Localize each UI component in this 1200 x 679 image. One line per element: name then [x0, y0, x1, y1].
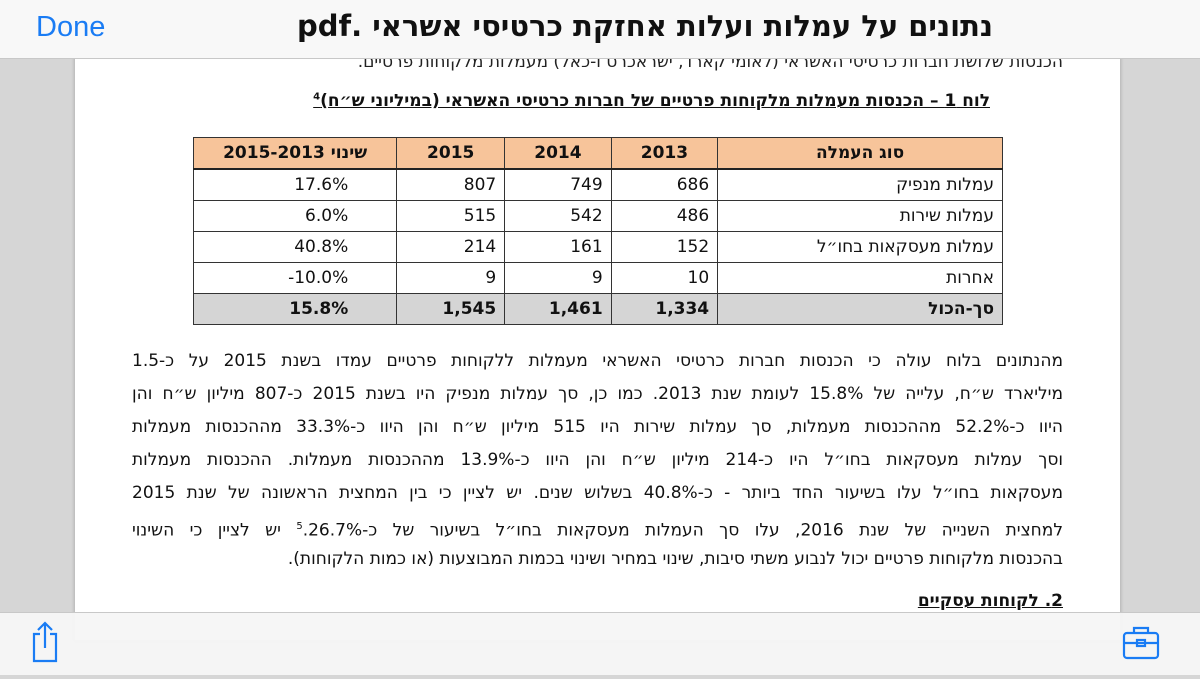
- toolbar: [0, 612, 1200, 675]
- table-row: עמלות מנפיק 686 749 807 17.6%: [192, 168, 1003, 201]
- table-cell: -10.0%: [192, 262, 398, 294]
- table-row: עמלות שירות 486 542 515 6.0%: [192, 200, 1003, 232]
- table-cell: 686: [610, 168, 719, 201]
- table-cell: 6.0%: [192, 200, 398, 232]
- nav-title: נתונים על עמלות ועלות אחזקת כרטיסי אשראי…: [296, 9, 994, 43]
- text-line: היוו כ-52.2% מההכנסות מעמלות, סך עמלות ש…: [132, 417, 1063, 437]
- done-button[interactable]: Done: [36, 11, 106, 43]
- footnote-ref: 4: [313, 91, 321, 103]
- header-cell: שינוי 2015-2013: [192, 137, 398, 170]
- table-cell: 10: [610, 262, 719, 294]
- table-cell: 152: [610, 231, 719, 263]
- table-cell: סך-הכול: [717, 293, 1003, 325]
- header-cell: 2014: [504, 137, 612, 170]
- table-caption: לוח 1 – הכנסות מעמלות מלקוחות פרטיים של …: [313, 91, 990, 111]
- table-cell: 40.8%: [192, 231, 398, 263]
- header-cell: סוג העמלה: [717, 137, 1003, 170]
- table-cell: עמלות שירות: [717, 200, 1003, 232]
- table-row: סך-הכול 1,334 1,461 1,545 15.8%: [192, 293, 1003, 325]
- table-cell: 161: [504, 231, 612, 263]
- section-heading: 2. לקוחות עסקיים: [917, 591, 1063, 611]
- nav-bar: Done נתונים על עמלות ועלות אחזקת כרטיסי …: [0, 0, 1200, 59]
- text-line: מעסקאות בחו״ל עלו בשיעור החד ביותר - כ-4…: [132, 483, 1063, 503]
- text-run: למחצית השנייה של שנת 2016, עלו סך העמלות…: [302, 520, 1063, 541]
- data-table: סוג העמלה 2013 2014 2015 שינוי 2015-2013 עמלו…: [192, 137, 1003, 325]
- text-line: מהנתונים בלוח עולה כי הכנסות חברות כרטיס…: [132, 351, 1063, 371]
- table-cell: 9: [504, 262, 612, 294]
- share-button[interactable]: [32, 621, 58, 663]
- table-cell: 542: [504, 200, 612, 232]
- table-cell: 9: [396, 262, 506, 294]
- table-cell: 749: [504, 168, 612, 201]
- header-cell: 2015: [396, 137, 506, 170]
- footnote-ref: 5: [296, 521, 303, 532]
- tools-button[interactable]: [1122, 626, 1160, 660]
- table-cell: 1,334: [610, 293, 719, 325]
- table-cell: עמלות מנפיק: [717, 168, 1003, 201]
- table-cell: 15.8%: [192, 293, 398, 325]
- text-line: למחצית השנייה של שנת 2016, עלו סך העמלות…: [132, 510, 1063, 543]
- paragraph: מהנתונים בלוח עולה כי הכנסות חברות כרטיס…: [132, 345, 1063, 576]
- pdf-page: הכנסות שלושת חברות כרטיסי האשראי (לאומי …: [75, 40, 1120, 640]
- text-line: בהכנסות מלקוחות פרטיים יכול לנבוע משתי ס…: [287, 549, 1063, 569]
- caption-text: לוח 1 – הכנסות מעמלות מלקוחות פרטיים של …: [320, 91, 990, 111]
- table-cell: 17.6%: [192, 168, 398, 201]
- toolbar-icons: [32, 621, 1160, 663]
- table-cell: אחרות: [717, 262, 1003, 294]
- table-row: סוג העמלה 2013 2014 2015 שינוי 2015-2013: [192, 137, 1003, 170]
- table-cell: 515: [396, 200, 506, 232]
- table-cell: 1,545: [396, 293, 506, 325]
- table-cell: 807: [396, 168, 506, 201]
- table-cell: 1,461: [504, 293, 612, 325]
- text-line: מיליארד ש״ח, עלייה של 15.8% לעומת שנת 20…: [132, 384, 1064, 404]
- table-cell: 486: [610, 200, 719, 232]
- table-cell: 214: [396, 231, 506, 263]
- table-cell: עמלות מעסקאות בחו״ל: [717, 231, 1003, 263]
- header-cell: 2013: [610, 137, 719, 170]
- text-line: וסך עמלות מעסקאות בחו״ל היו כ-214 מיליון…: [132, 450, 1063, 470]
- table-row: עמלות מעסקאות בחו״ל 152 161 214 40.8%: [192, 231, 1003, 263]
- text-run: יש לציין כי השינוי: [132, 520, 297, 541]
- table-row: אחרות 10 9 9 -10.0%: [192, 262, 1003, 294]
